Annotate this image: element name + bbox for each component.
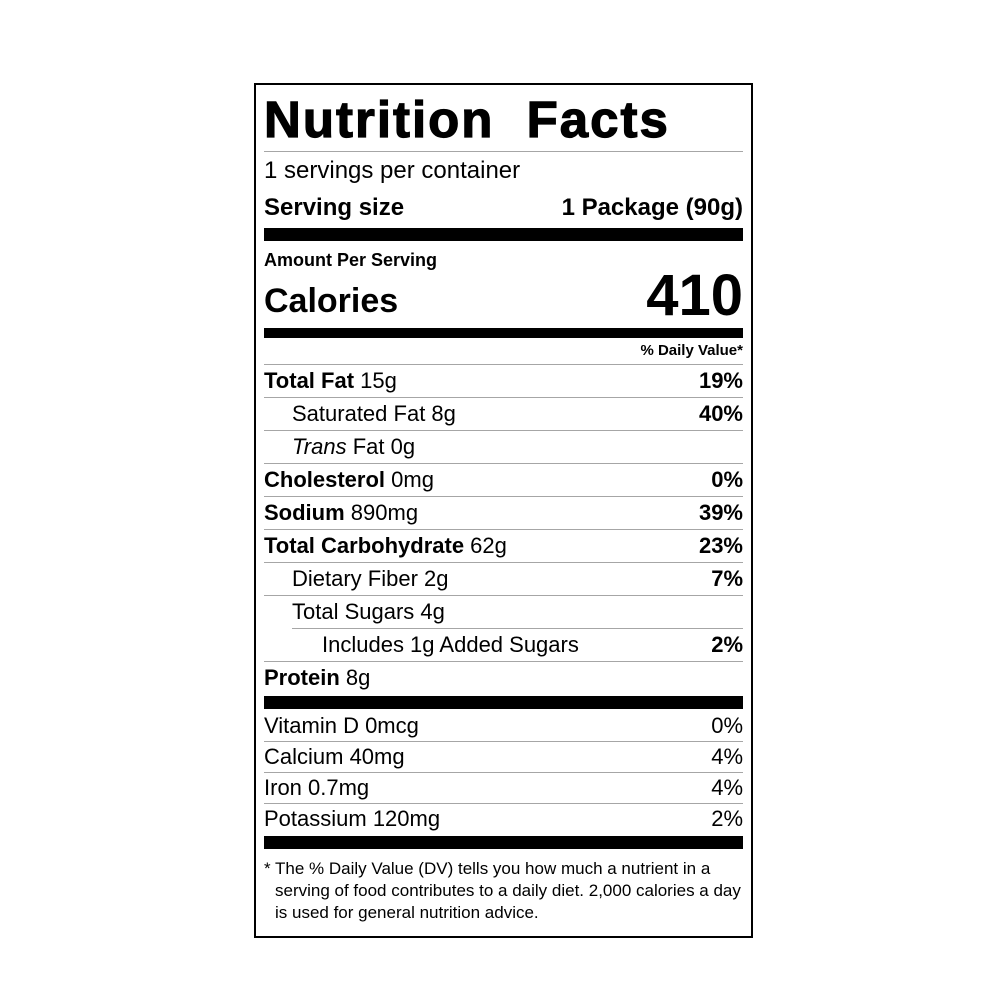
section-bar bbox=[264, 836, 743, 849]
divider bbox=[264, 595, 743, 596]
vitamin-list: Vitamin D 0mcg 0% Calcium 40mg 4% Iron 0… bbox=[264, 711, 743, 834]
nutrient-daily-value: 4% bbox=[711, 775, 743, 800]
nutrient-row: Calcium 40mg 4% bbox=[264, 742, 743, 772]
nutrient-row: Iron 0.7mg 4% bbox=[264, 773, 743, 803]
footnote: * The % Daily Value (DV) tells you how m… bbox=[264, 851, 743, 936]
nutrient-daily-value: 39% bbox=[698, 500, 743, 525]
nutrient-row: Potassium 120mg 2% bbox=[264, 804, 743, 834]
serving-size-label: Serving size bbox=[264, 194, 405, 221]
nutrient-row: Total Sugars 4g bbox=[264, 596, 743, 628]
serving-size-value: 1 Package (90g) bbox=[561, 194, 743, 221]
footnote-text: The % Daily Value (DV) tells you how muc… bbox=[275, 859, 741, 922]
calories-label: Calories bbox=[264, 282, 399, 320]
divider bbox=[264, 772, 743, 773]
section-bar bbox=[264, 696, 743, 709]
divider bbox=[264, 741, 743, 742]
nutrient-row: Sodium 890mg 39% bbox=[264, 497, 743, 529]
nutrient-name: Iron 0.7mg bbox=[264, 775, 370, 800]
label-title: Nutrition Facts bbox=[263, 90, 670, 148]
nutrient-name: Dietary Fiber 2g bbox=[292, 566, 449, 591]
nutrient-row: Saturated Fat 8g 40% bbox=[264, 398, 743, 430]
nutrient-daily-value: 23% bbox=[698, 533, 743, 558]
section-bar bbox=[264, 228, 743, 241]
amount-per-serving-label: Amount Per Serving bbox=[264, 250, 438, 270]
nutrient-daily-value: 0% bbox=[711, 467, 743, 492]
divider bbox=[264, 151, 743, 152]
divider bbox=[264, 661, 743, 662]
nutrient-list: Total Fat 15g 19% Saturated Fat 8g 40% T… bbox=[264, 364, 743, 694]
nutrient-name: Total Sugars 4g bbox=[292, 599, 445, 624]
nutrient-daily-value: 4% bbox=[711, 744, 743, 769]
nutrient-name: Vitamin D 0mcg bbox=[264, 713, 419, 738]
daily-value-header: % Daily Value* bbox=[640, 342, 743, 359]
divider bbox=[292, 628, 743, 629]
divider bbox=[264, 803, 743, 804]
nutrient-name: Cholesterol 0mg bbox=[264, 467, 434, 492]
nutrient-daily-value: 7% bbox=[711, 566, 743, 591]
divider bbox=[264, 496, 743, 497]
nutrient-name: Calcium 40mg bbox=[264, 744, 405, 769]
footnote-asterisk: * bbox=[264, 859, 271, 878]
nutrient-name: Protein 8g bbox=[264, 665, 371, 690]
divider bbox=[264, 463, 743, 464]
nutrient-name: Includes 1g Added Sugars bbox=[322, 632, 579, 657]
calories-row: Calories 410 bbox=[264, 263, 743, 328]
section-bar bbox=[264, 328, 743, 338]
divider bbox=[264, 529, 743, 530]
nutrient-daily-value: 40% bbox=[698, 401, 743, 426]
nutrition-facts-label: Nutrition Facts 1 servings per container… bbox=[254, 83, 753, 938]
nutrient-daily-value: 2% bbox=[711, 806, 743, 831]
nutrient-name: Saturated Fat 8g bbox=[292, 401, 456, 426]
divider bbox=[264, 364, 743, 365]
nutrient-row: Vitamin D 0mcg 0% bbox=[264, 711, 743, 741]
divider bbox=[264, 397, 743, 398]
nutrient-row: Total Carbohydrate 62g 23% bbox=[264, 530, 743, 562]
nutrient-daily-value: 0% bbox=[711, 713, 743, 738]
nutrient-name: Total Carbohydrate 62g bbox=[264, 533, 507, 558]
nutrient-daily-value: 19% bbox=[698, 368, 743, 393]
calories-value: 410 bbox=[646, 263, 743, 328]
nutrient-row: Trans Fat 0g bbox=[264, 431, 743, 463]
divider bbox=[264, 430, 743, 431]
nutrient-row: Cholesterol 0mg 0% bbox=[264, 464, 743, 496]
nutrient-name: Sodium 890mg bbox=[264, 500, 419, 525]
nutrient-row: Total Fat 15g 19% bbox=[264, 365, 743, 397]
nutrient-row: Dietary Fiber 2g 7% bbox=[264, 563, 743, 595]
nutrient-row: Protein 8g bbox=[264, 662, 743, 694]
nutrient-name: Trans Fat 0g bbox=[292, 434, 416, 459]
servings-per-container: 1 servings per container bbox=[264, 157, 521, 184]
divider bbox=[264, 562, 743, 563]
nutrient-name: Total Fat 15g bbox=[264, 368, 397, 393]
nutrient-row: Includes 1g Added Sugars 2% bbox=[264, 629, 743, 661]
serving-size-row: Serving size 1 Package (90g) bbox=[264, 189, 743, 226]
nutrient-name: Potassium 120mg bbox=[264, 806, 441, 831]
nutrient-daily-value: 2% bbox=[711, 632, 743, 657]
